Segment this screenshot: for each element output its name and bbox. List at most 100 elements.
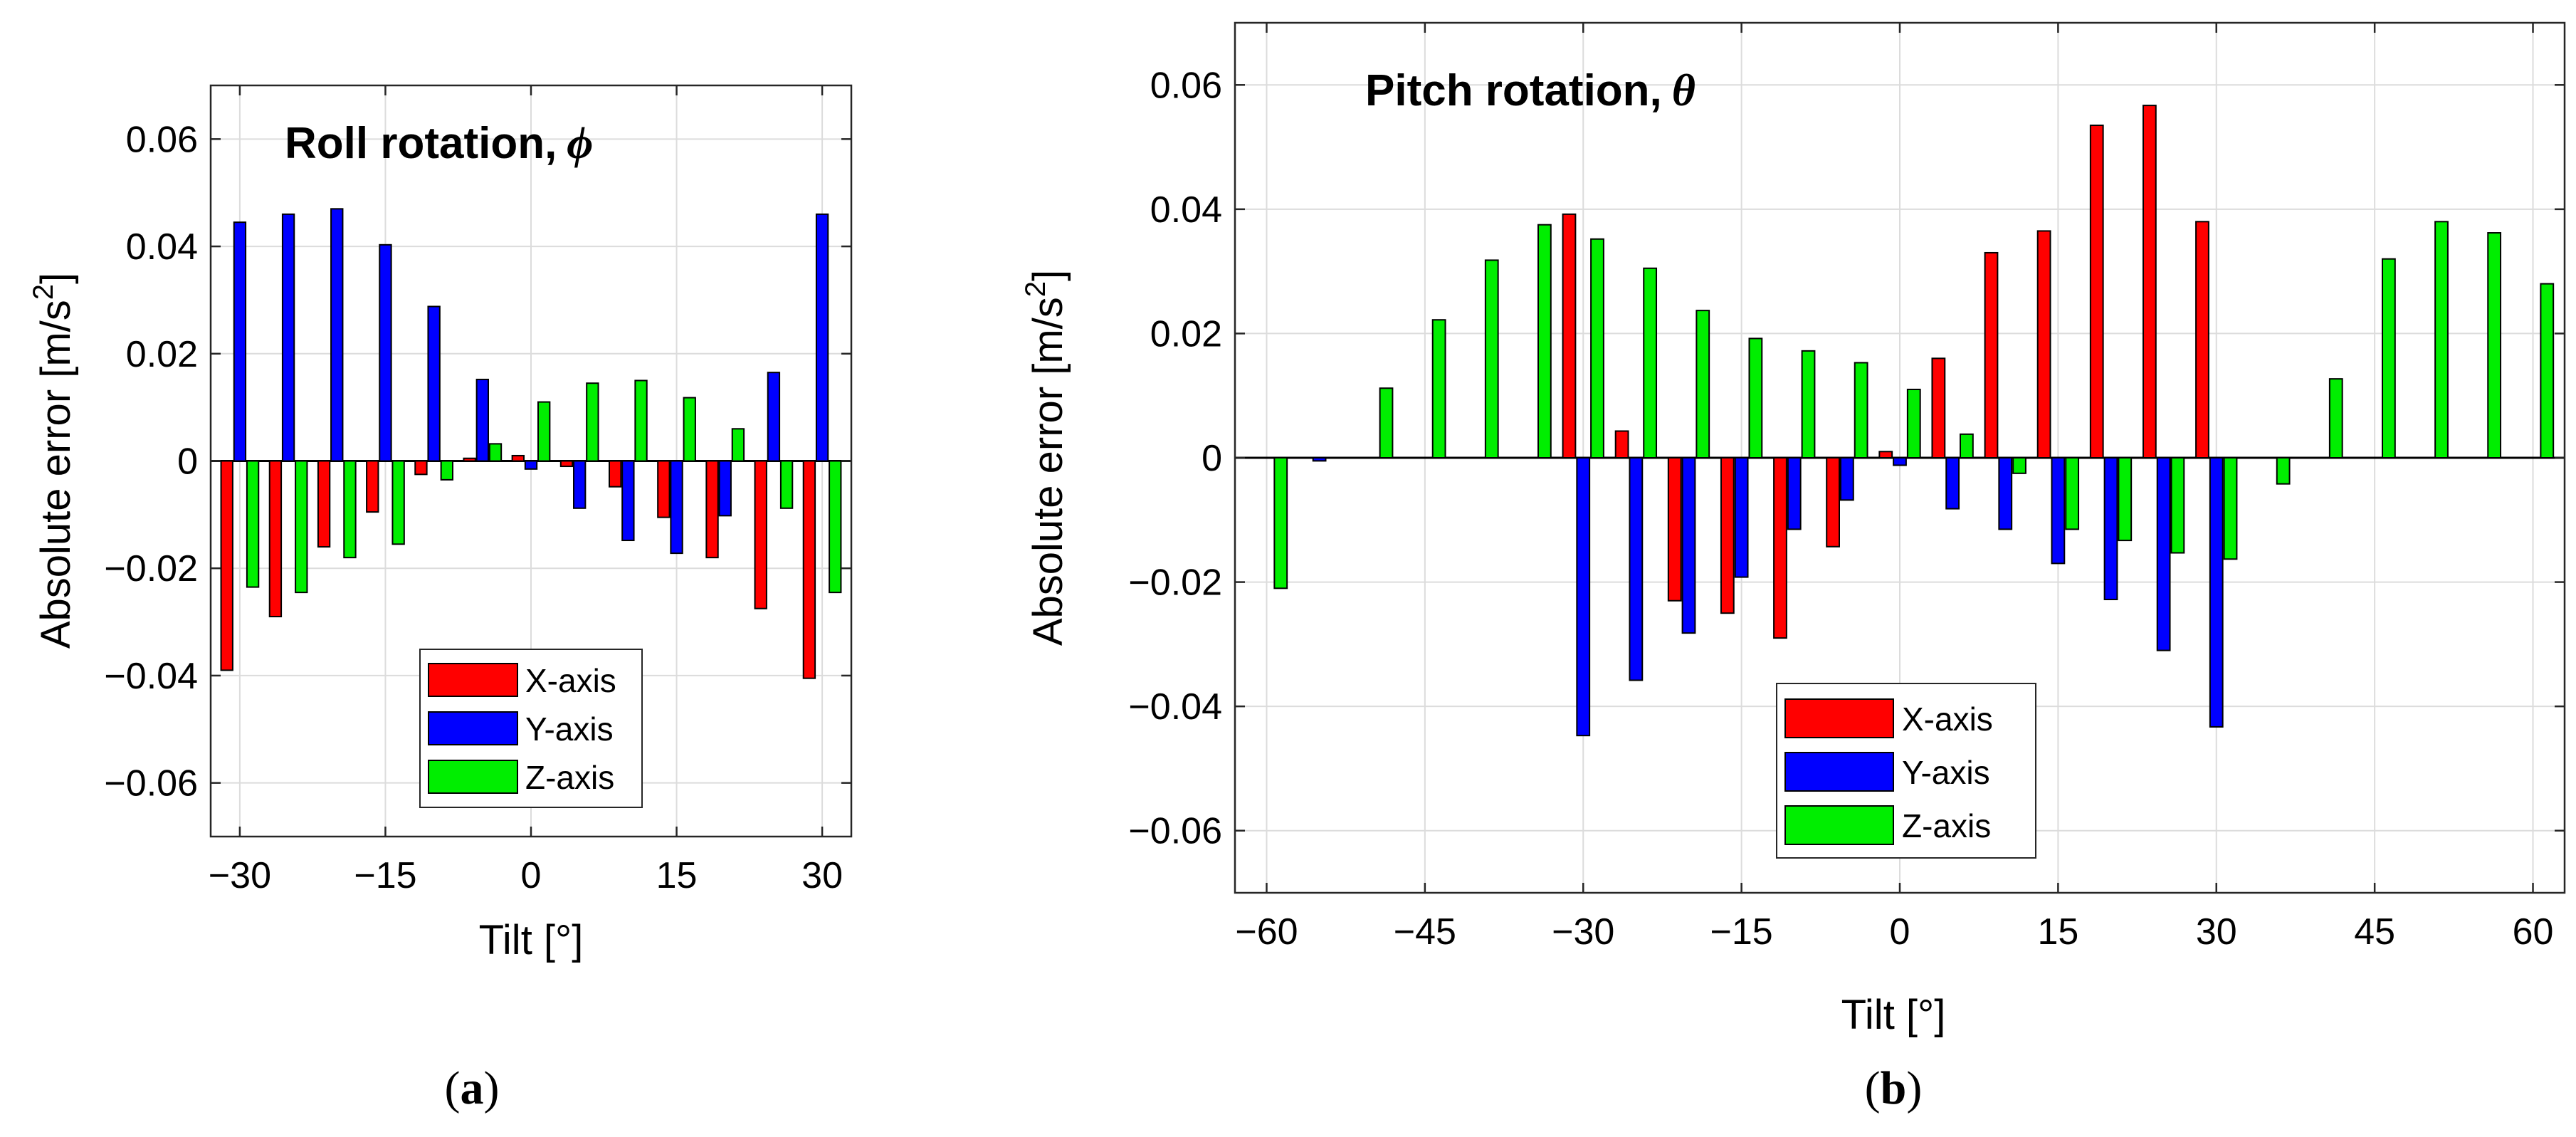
panel-b-bar-x-axis (2195, 221, 2209, 459)
panel-a-y-tick-label: 0.06 (126, 119, 198, 160)
panel-a-y-tick-label: 0.02 (126, 334, 198, 375)
panel-a-legend-label-x: X-axis (525, 662, 616, 699)
panel-a-y-axis-label: Absolute error [m/s2] (28, 273, 79, 649)
panel-a-bar-y-axis (718, 460, 732, 517)
panel-b-x-tick-label: 60 (2513, 911, 2554, 953)
panel-b-bar-z-axis (1959, 433, 1974, 459)
panel-a-bar-x-axis (366, 460, 379, 513)
panel-b-bar-z-axis (2382, 258, 2396, 459)
panel-a-x-axis-label: Tilt [°] (479, 917, 584, 963)
panel-b-bar-y-axis (1312, 457, 1327, 462)
panel-a-bars (220, 208, 842, 679)
panel-a-y-tick-label: −0.04 (104, 656, 198, 697)
panel-b-bar-x-axis (2142, 105, 2157, 459)
panel-b-bar-z-axis (2065, 457, 2080, 530)
panel-b-bar-z-axis (1696, 310, 1710, 459)
panel-b-x-tick-labels: −60 −45 −30 −15 0 15 30 45 60 (1235, 911, 2553, 953)
panel-b-y-tick-label: 0.02 (1150, 313, 1222, 355)
panel-b-bar-z-axis (1643, 267, 1658, 459)
panel-a-bar-y-axis (330, 208, 344, 462)
panel-b-bar-z-axis (1854, 362, 1868, 459)
panel-b-y-tick-label: −0.02 (1128, 562, 1222, 604)
panel-b-bar-z-axis (1379, 387, 1394, 459)
panel-a-bar-y-axis (670, 460, 683, 555)
panel-a-legend-label-z: Z-axis (525, 759, 614, 796)
panel-a-bar-z-axis (731, 428, 745, 462)
panel-b-legend-label-z: Z-axis (1902, 807, 1991, 844)
panel-b-bar-z-axis (1590, 238, 1604, 459)
panel-a-bar-z-axis (295, 460, 308, 594)
panel-b-x-tick-label: −30 (1552, 911, 1614, 953)
panel-a-bar-y-axis (233, 221, 247, 462)
panel-b-bar-x-axis (1720, 457, 1735, 614)
panel-b-bar-y-axis (2051, 457, 2066, 565)
panel-b-legend: X-axis Y-axis Z-axis (1776, 683, 2036, 859)
panel-a-bar-x-axis (609, 460, 622, 488)
panel-b-x-tick-label: −60 (1235, 911, 1298, 953)
panel-a-x-tick-label: 15 (656, 855, 698, 896)
panel-a-bar-z-axis (343, 460, 357, 559)
panel-b-bar-z-axis (2434, 221, 2449, 459)
panel-b-bar-z-axis (1748, 337, 1763, 459)
panel-b-legend-swatch-z (1784, 805, 1894, 845)
panel-a-bar-y-axis (379, 243, 392, 462)
panel-b-bar-z-axis (2118, 457, 2133, 542)
panel-a-bar-y-axis (573, 460, 587, 509)
panel-b-y-tick-label: −0.06 (1128, 811, 1222, 852)
panel-b-bar-z-axis (1801, 350, 1816, 459)
panel-b-y-axis-label: Absolute error [m/s2] (1020, 270, 1071, 646)
panel-a-bar-y-axis (427, 305, 441, 462)
panel-a-bar-x-axis (511, 454, 525, 462)
panel-a-y-tick-label: 0.04 (126, 226, 198, 268)
panel-b-bar-y-axis (2156, 457, 2171, 651)
panel-b-x-tick-label: 30 (2196, 911, 2237, 953)
panel-b-bar-z-axis (1431, 319, 1446, 459)
panel-b-y-tick-label: −0.04 (1128, 686, 1222, 728)
panel-a-legend-label-y: Y-axis (525, 711, 614, 748)
panel-a-bar-y-axis (815, 213, 829, 462)
panel-b-bar-x-axis (2036, 230, 2051, 459)
panel-a-bar-y-axis (524, 460, 538, 470)
panel-b-bar-x-axis (1773, 457, 1787, 639)
panel-a-y-tick-labels: −0.06 −0.04 −0.02 0 0.02 0.04 0.06 (104, 119, 198, 804)
panel-b-bar-y-axis (1787, 457, 1802, 530)
panel-b-bars (1273, 105, 2555, 737)
panel-b-y-tick-labels: −0.06 −0.04 −0.02 0 0.02 0.04 0.06 (1128, 65, 1222, 852)
panel-a-bar-x-axis (317, 460, 331, 548)
panel-b-bar-z-axis (2487, 232, 2502, 459)
panel-b-bar-y-axis (1629, 457, 1644, 681)
panel-b-legend-label-x: X-axis (1902, 701, 1993, 738)
panel-a-bar-x-axis (559, 460, 574, 468)
panel-b-title-symbol: θ (1672, 65, 1696, 115)
panel-b-x-tick-label: 0 (1890, 911, 1910, 953)
panel-b-bar-y-axis (1839, 457, 1854, 501)
panel-b-x-tick-label: −45 (1394, 911, 1456, 953)
panel-b-bar-y-axis (1681, 457, 1696, 634)
panel-b-bar-z-axis (1273, 457, 1288, 590)
panel-a-bar-z-axis (537, 401, 551, 462)
panel-a-bar-z-axis (634, 379, 648, 462)
panel-a-title: Roll rotation, ϕ (285, 117, 593, 168)
panel-b-y-tick-label: 0 (1202, 438, 1222, 479)
panel-a-bar-z-axis (586, 382, 599, 462)
panel-b-bar-z-axis (2328, 378, 2343, 459)
panel-b-bar-z-axis (2276, 457, 2291, 485)
panel-a-y-tick-label: 0 (177, 441, 198, 483)
panel-a-x-tick-label: 30 (801, 855, 843, 896)
panel-a-bar-y-axis (621, 460, 635, 542)
panel-a: −0.06 −0.04 −0.02 0 0.02 0.04 0.06 −30 −15 0 15 30… (28, 84, 853, 1114)
panel-a-title-symbol: ϕ (567, 117, 593, 168)
panel-a-bar-x-axis (705, 460, 719, 559)
panel-b-x-tick-label: −15 (1710, 911, 1773, 953)
panel-a-bar-y-axis (281, 213, 295, 462)
panel-a-x-tick-label: −15 (354, 855, 416, 896)
panel-b-x-axis-label: Tilt [°] (1841, 992, 1946, 1038)
panel-a-bar-x-axis (414, 460, 428, 476)
panel-b-bar-y-axis (1576, 457, 1591, 737)
panel-a-bar-y-axis (767, 372, 781, 462)
panel-b-bar-x-axis (1826, 457, 1841, 547)
panel-b-tick-marks (1235, 23, 2565, 893)
panel-a-x-tick-label: 0 (521, 855, 542, 896)
panel-b-bar-z-axis (1906, 388, 1921, 459)
